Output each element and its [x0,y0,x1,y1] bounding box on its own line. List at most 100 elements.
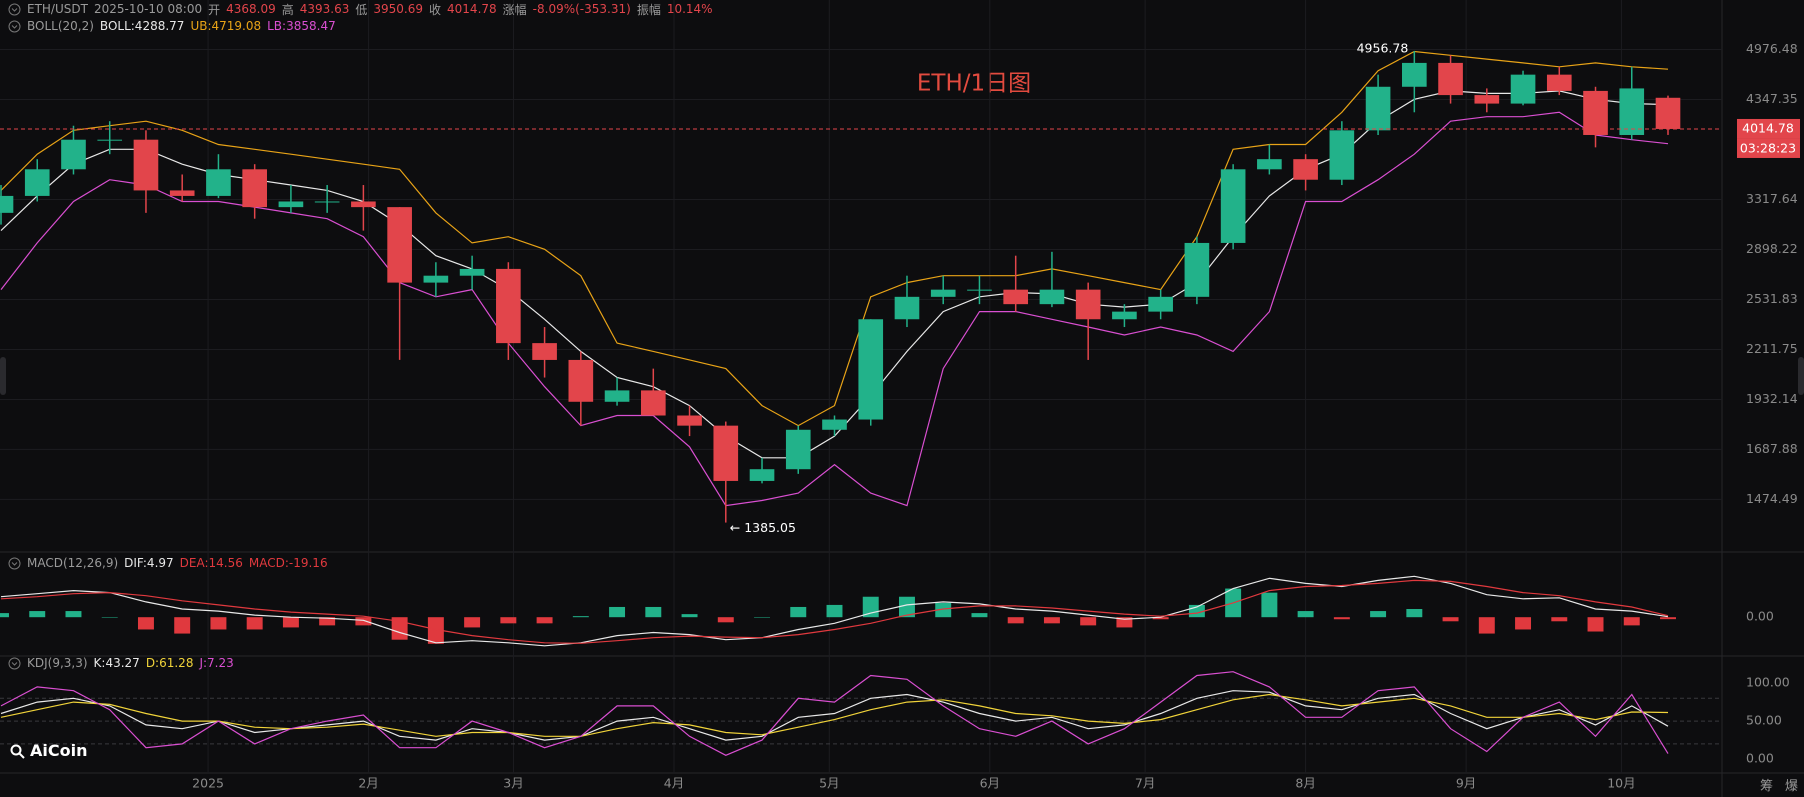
candle-body [1003,289,1029,305]
histogram-bar [645,606,662,618]
line [0,111,1669,507]
left-handle[interactable] [0,357,6,395]
line [0,579,1669,644]
candle-body [1510,74,1536,104]
collapse-icon[interactable] [8,20,21,33]
line [0,50,1669,427]
candle-body [785,429,811,470]
candle-body [387,207,412,283]
candle-body [496,268,521,344]
candle-body [1293,159,1318,180]
histogram-bar [1515,617,1532,630]
indicator-name: BOLL(20,2) [27,19,94,33]
histogram-bar [1442,617,1459,622]
candle-body [1438,62,1463,96]
quote-legend: ETH/USDT 2025-10-10 08:00 开 4368.09 高 4393.… [8,0,713,18]
collapse-icon[interactable] [8,557,21,570]
x-tick-label: 2月 [358,776,378,791]
legend-item: K:43.27 [93,656,140,670]
x-tick-label: 6月 [980,776,1000,791]
line [0,671,1669,756]
quote-label: 低 [355,2,368,17]
legend-item: D:61.28 [145,656,194,670]
y-tick-label: 2531.83 [1746,291,1798,306]
histogram-bar [65,611,82,618]
y-tick-label: 1687.88 [1746,441,1798,456]
histogram-bar [210,617,227,630]
logo: AiCoin [10,741,87,760]
tab[interactable]: 爆 [1784,779,1798,794]
legend-item: MACD:-19.16 [248,556,328,570]
candle-body [314,201,340,203]
candle-body [604,390,630,402]
histogram-bar [427,617,444,644]
y-tick-label: 4347.35 [1746,91,1798,106]
candle-body [169,190,195,196]
histogram-bar [572,616,589,618]
x-tick-label: 3月 [503,776,523,791]
y-tick-label: 100.00 [1746,675,1790,690]
logo-text: AiCoin [30,741,88,760]
y-tick-label: 4976.48 [1746,41,1798,56]
legend-item: DIF:4.97 [124,556,174,570]
candle-body [1148,296,1173,312]
histogram-bar [1333,617,1350,620]
histogram-bar [1297,611,1314,618]
candle-body [61,139,86,170]
candle-body [967,289,992,291]
x-tick-label: 8月 [1295,776,1315,791]
histogram-bar [174,617,191,634]
candle-body [1365,86,1391,131]
y-tick-label: 3317.64 [1746,191,1798,206]
x-tick-label: 9月 [1456,776,1476,791]
candle-body [1655,97,1681,129]
side-tabs: 筹 爆 [1760,775,1798,794]
y-tick-label: 0.00 [1746,609,1774,624]
histogram-bar [754,617,770,618]
histogram-bar [681,614,698,618]
histogram-bar [717,617,734,623]
candle-body [1075,289,1101,320]
legend-item: BOLL:4288.77 [99,19,185,33]
datetime: 2025-10-10 08:00 [93,2,203,16]
histogram-bar [282,617,299,628]
histogram-bar [790,606,807,618]
histogram-bar [1007,617,1024,624]
quote-label: 收 [429,2,442,17]
y-tick-label: 0.00 [1746,751,1774,766]
histogram-bar [1370,611,1387,618]
right-handle[interactable] [1798,357,1804,395]
line [0,690,1669,741]
candle-body [713,425,739,481]
candle-body [24,169,50,196]
tab[interactable]: 筹 [1759,779,1773,794]
x-tick-label: 10月 [1607,776,1635,791]
candle-body [351,201,376,208]
candle-body [822,419,847,430]
legend-item: DEA:14.56 [179,556,243,570]
collapse-icon[interactable] [8,3,21,16]
quote-label: 高 [281,2,294,17]
x-tick-label: 5月 [819,776,839,791]
candle-body [242,169,267,208]
legend-item: LB:3858.47 [267,19,336,33]
x-tick-label: 4月 [664,776,684,791]
candle-body [930,289,956,297]
y-tick-label: 1474.49 [1746,491,1798,506]
candle-body [749,469,775,481]
quote-label: 振幅 [636,2,661,17]
x-tick-label: 2025 [192,776,224,791]
histogram-bar [1660,617,1676,620]
candle-body [133,139,159,191]
quote-label: 开 [208,2,221,17]
histogram-bar [1551,617,1568,622]
histogram-bar [101,617,118,618]
histogram-bar [1478,617,1495,634]
candle-body [1220,169,1246,243]
histogram-bar [246,617,263,630]
boll-legend: BOLL(20,2) BOLL:4288.77 UB:4719.08 LB:3858… [8,17,336,35]
histogram-bar [1261,592,1278,618]
collapse-icon[interactable] [8,657,21,670]
last-price-box [1737,118,1800,139]
